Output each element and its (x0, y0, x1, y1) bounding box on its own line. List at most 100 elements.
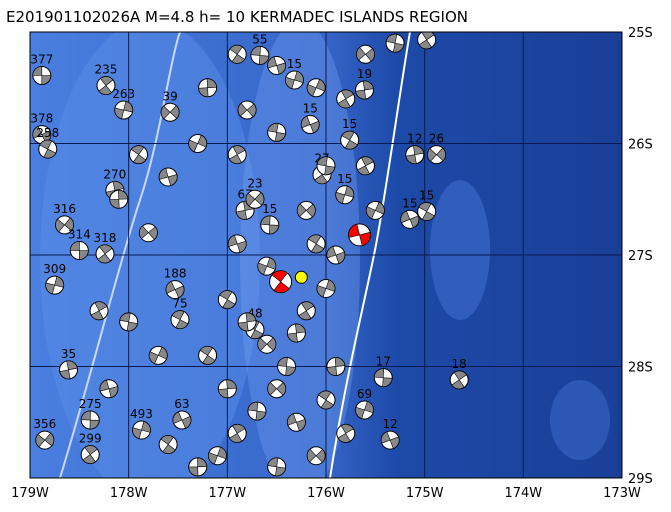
compressional-quadrant (260, 215, 280, 235)
compressional-quadrant (39, 139, 57, 159)
depth-label: 15 (287, 57, 302, 71)
compressional-quadrant (427, 147, 446, 162)
focal-mechanism (269, 270, 293, 294)
compressional-quadrant (296, 203, 316, 218)
compressional-quadrant (287, 323, 306, 343)
compressional-quadrant (355, 401, 374, 419)
focal-mechanism (316, 278, 336, 298)
focal-mechanism (296, 200, 316, 220)
depth-label: 378 (30, 112, 53, 126)
depth-label: 15 (402, 196, 417, 210)
compressional-quadrant (237, 312, 257, 332)
compressional-quadrant (287, 413, 306, 432)
compressional-quadrant (285, 70, 304, 89)
compressional-quadrant (385, 33, 405, 53)
depth-label: 35 (61, 347, 76, 361)
depth-label: 235 (95, 63, 118, 77)
depth-label: 258 (36, 126, 59, 140)
focal-mechanism (99, 379, 119, 399)
compressional-quadrant (165, 281, 185, 299)
compressional-quadrant (219, 290, 236, 309)
focal-mechanism (55, 215, 75, 235)
focal-mechanism (247, 401, 267, 421)
focal-mechanism (300, 115, 320, 135)
depth-label: 493 (130, 407, 153, 421)
compressional-quadrant (237, 102, 257, 118)
depth-label: 26 (429, 132, 444, 146)
depth-label: 63 (174, 397, 189, 411)
compressional-quadrant (257, 337, 277, 352)
compressional-quadrant (380, 431, 400, 449)
focal-mechanism (89, 301, 109, 321)
focal-mechanism (198, 345, 218, 365)
compressional-quadrant (160, 105, 180, 120)
compressional-quadrant (356, 46, 375, 62)
focal-mechanism (385, 33, 405, 53)
focal-mechanism (58, 360, 78, 380)
compressional-quadrant (405, 145, 425, 164)
depth-label: 17 (376, 355, 391, 369)
compressional-quadrant (247, 401, 267, 421)
compressional-quadrant (306, 448, 326, 463)
compressional-quadrant (114, 100, 134, 120)
x-tick-label: 177W (208, 486, 246, 501)
compressional-quadrant (158, 167, 178, 186)
compressional-quadrant (227, 234, 247, 253)
focal-mechanism (32, 65, 52, 85)
depth-label: 309 (43, 262, 66, 276)
compressional-quadrant (82, 445, 98, 464)
depth-label: 12 (382, 417, 397, 431)
compressional-quadrant (326, 246, 346, 264)
compressional-quadrant (366, 201, 385, 219)
focal-mechanism (326, 245, 346, 265)
depth-label: 75 (172, 297, 187, 311)
x-tick-label: 176W (307, 486, 345, 501)
focal-mechanism (80, 445, 100, 465)
focal-mechanism (170, 310, 190, 330)
focal-mechanism (131, 420, 151, 440)
compressional-quadrant (277, 357, 296, 376)
compressional-quadrant (267, 381, 286, 396)
focal-mechanism (306, 234, 326, 254)
depth-label: 15 (303, 102, 318, 116)
focal-mechanism (69, 241, 89, 261)
compressional-quadrant (418, 202, 435, 221)
compressional-quadrant (97, 244, 113, 264)
compressional-quadrant (218, 379, 237, 399)
focal-mechanism (267, 55, 287, 75)
compressional-quadrant (90, 301, 108, 321)
focal-mechanism (148, 345, 168, 365)
x-tick-label: 178W (110, 486, 148, 501)
focal-mechanism (160, 102, 180, 122)
compressional-quadrant (451, 370, 468, 390)
focal-mechanism (296, 301, 316, 321)
depth-label: 19 (357, 67, 372, 81)
focal-mechanism (449, 370, 469, 390)
focal-mechanism (207, 446, 227, 466)
depth-label: 318 (94, 231, 117, 245)
focal-mechanism (227, 145, 247, 165)
compressional-quadrant (316, 156, 336, 176)
depth-label: 15 (419, 189, 434, 203)
epicenter (294, 270, 308, 284)
depth-label: 69 (357, 387, 372, 401)
focal-mechanism (373, 368, 393, 388)
compressional-quadrant (199, 346, 216, 365)
focal-mechanism (129, 145, 149, 165)
compressional-quadrant (316, 279, 336, 298)
compressional-quadrant (267, 123, 286, 142)
focal-mechanism (237, 312, 257, 332)
focal-mechanism (316, 390, 336, 410)
focal-mechanism (326, 357, 346, 376)
compressional-quadrant (348, 223, 371, 246)
compressional-quadrant (326, 357, 346, 376)
depth-label: 263 (112, 87, 135, 101)
depth-label: 15 (262, 202, 277, 216)
focal-mechanism (316, 156, 336, 176)
focal-mechanism (250, 45, 270, 65)
compressional-quadrant (45, 276, 64, 295)
focal-mechanism (227, 234, 247, 254)
focal-mechanism (158, 435, 178, 455)
focal-mechanism (267, 457, 287, 477)
